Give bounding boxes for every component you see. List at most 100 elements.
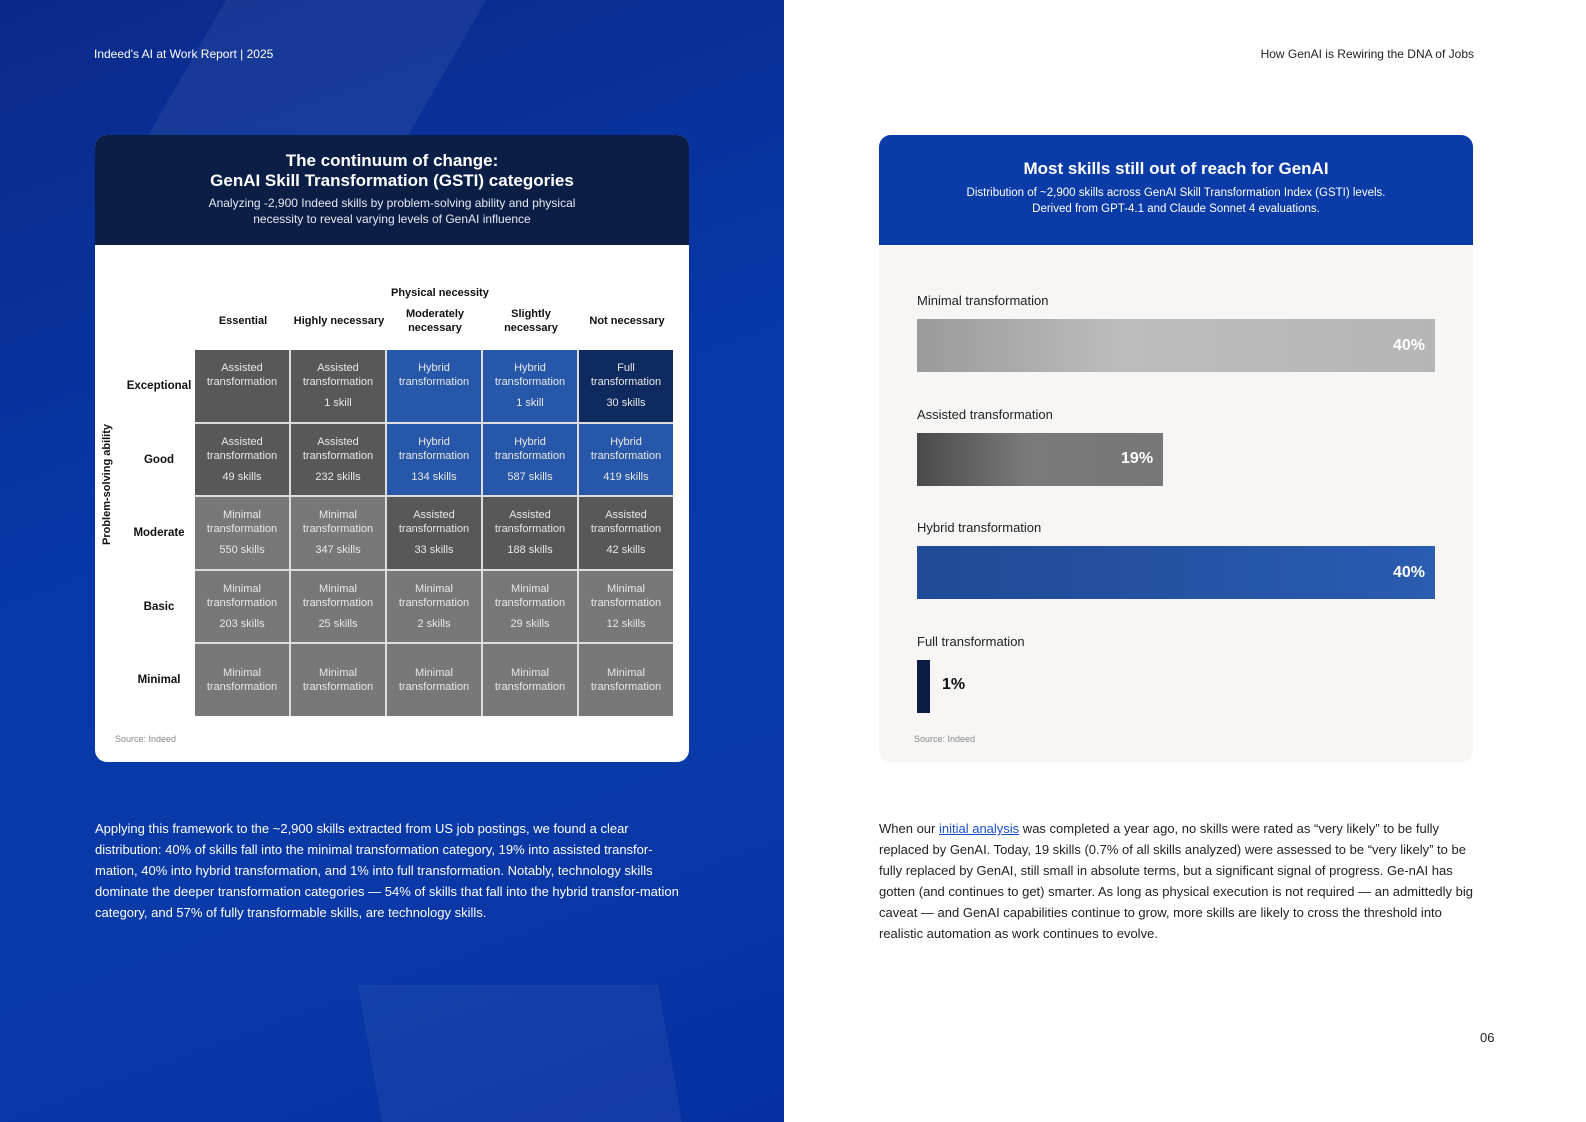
bar: 19% bbox=[917, 432, 1164, 486]
matrix-source: Source: Indeed bbox=[115, 734, 177, 744]
page-number: 06 bbox=[1480, 1030, 1495, 1045]
cell-category: Hybrid transformation bbox=[494, 362, 566, 388]
matrix-cell: Assisted transformation 188 skills bbox=[483, 497, 577, 569]
bar-category-label: Full transformation bbox=[917, 633, 1025, 649]
matrix-cell: Minimal transformation bbox=[483, 644, 577, 716]
cell-category: Minimal transformation bbox=[590, 582, 662, 609]
cell-category: Hybrid transformation bbox=[590, 435, 662, 462]
matrix-cell: Hybrid transformation 134 skills bbox=[387, 423, 481, 495]
cell-count: 25 skills bbox=[318, 617, 358, 630]
cell-count: 232 skills bbox=[315, 470, 361, 483]
paragraph-text: When our bbox=[879, 821, 939, 836]
matrix-cell: Minimal transformation bbox=[195, 644, 289, 716]
bar-value-label: 40% bbox=[1392, 563, 1425, 581]
cell-category: Minimal transformation bbox=[206, 509, 278, 535]
cell-category: Hybrid transformation bbox=[494, 435, 566, 462]
cell-category: Assisted transformation bbox=[206, 362, 278, 388]
cell-count: 203 skills bbox=[219, 617, 265, 630]
cell-count: 587 skills bbox=[507, 470, 553, 483]
distribution-chart-card: Most skills still out of reach for GenAI… bbox=[879, 135, 1473, 762]
column-header: Highly necessary bbox=[293, 315, 385, 327]
row-header: Exceptional bbox=[126, 380, 192, 392]
row-axis-label: Problem-solving ability bbox=[101, 423, 113, 545]
bar-value-label: 19% bbox=[1121, 450, 1154, 467]
left-page: Indeed's AI at Work Report | 2025 The co… bbox=[0, 0, 784, 1122]
cell-count: 419 skills bbox=[603, 470, 649, 483]
cell-count: 33 skills bbox=[414, 544, 454, 556]
cell-count: 1 skill bbox=[516, 397, 544, 409]
matrix-title-line2: GenAI Skill Transformation (GSTI) catego… bbox=[210, 171, 574, 190]
column-header: Not necessary bbox=[589, 315, 665, 327]
matrix-grid: Assisted transformation Assisted transfor… bbox=[195, 350, 673, 716]
matrix-cell: Hybrid transformation 1 skill bbox=[483, 350, 577, 422]
cell-category: Assisted transformation bbox=[302, 362, 374, 388]
chart-header: Most skills still out of reach for GenAI… bbox=[879, 135, 1473, 245]
bar: 40% bbox=[917, 546, 1435, 599]
cell-count: 347 skills bbox=[315, 544, 361, 556]
matrix-cell: Minimal transformation 12 skills bbox=[579, 570, 673, 642]
matrix-header: The continuum of change: GenAI Skill Tran… bbox=[95, 135, 689, 245]
matrix-cell: Minimal transformation 550 skills bbox=[195, 497, 289, 569]
cell-category: Minimal transformation bbox=[302, 667, 374, 693]
matrix-title-line1: The continuum of change: bbox=[285, 151, 499, 170]
cell-category: Assisted transformation bbox=[398, 509, 470, 535]
matrix-cell: Full transformation 30 skills bbox=[579, 350, 673, 422]
cell-count: 49 skills bbox=[222, 470, 262, 483]
cell-count: 29 skills bbox=[510, 617, 550, 630]
cell-category: Minimal transformation bbox=[494, 582, 566, 609]
cell-category: Assisted transformation bbox=[494, 509, 566, 535]
cell-category: Assisted transformation bbox=[302, 435, 374, 462]
bar: 40% bbox=[917, 319, 1435, 372]
matrix-cell: Minimal transformation bbox=[291, 644, 385, 716]
cell-count: 550 skills bbox=[219, 544, 265, 556]
chart-subtitle-2: Derived from GPT-4.1 and Claude Sonnet 4… bbox=[1032, 203, 1320, 215]
matrix-cell: Assisted transformation bbox=[195, 350, 289, 422]
cell-category: Minimal transformation bbox=[302, 582, 374, 609]
cell-count: 1 skill bbox=[324, 397, 352, 409]
column-header: Slightly necessary bbox=[504, 308, 558, 334]
row-header: Basic bbox=[143, 600, 175, 613]
row-header: Minimal bbox=[137, 674, 181, 686]
cell-count: 188 skills bbox=[507, 544, 553, 556]
bar-value-label: 40% bbox=[1392, 336, 1425, 354]
cell-category: Minimal transformation bbox=[302, 509, 374, 535]
bar bbox=[917, 659, 930, 713]
row-header: Moderate bbox=[133, 527, 185, 539]
matrix-cell: Hybrid transformation 587 skills bbox=[483, 423, 577, 495]
cell-category: Minimal transformation bbox=[494, 667, 566, 693]
cell-count: 134 skills bbox=[411, 470, 457, 483]
running-header-right: How GenAI is Rewiring the DNA of Jobs bbox=[1260, 47, 1474, 61]
cell-category: Hybrid transformation bbox=[398, 435, 470, 462]
matrix-cell: Hybrid transformation bbox=[387, 350, 481, 422]
column-header: Essential bbox=[218, 315, 268, 327]
cell-category: Assisted transformation bbox=[590, 509, 662, 535]
matrix-subtitle: Analyzing -2,900 Indeed skills by proble… bbox=[208, 196, 576, 226]
cell-category: Hybrid transformation bbox=[398, 362, 470, 388]
matrix-cell: Minimal transformation 2 skills bbox=[387, 570, 481, 642]
cell-count: 30 skills bbox=[606, 397, 646, 409]
cell-category: Assisted transformation bbox=[206, 435, 278, 462]
initial-analysis-link[interactable]: initial analysis bbox=[938, 821, 1020, 836]
bar-value-label: 1% bbox=[942, 675, 966, 693]
matrix-cell: Minimal transformation 347 skills bbox=[291, 497, 385, 569]
cell-count: 2 skills bbox=[417, 617, 451, 630]
chart-title: Most skills still out of reach for GenAI bbox=[1023, 159, 1329, 178]
paragraph-text: was completed a year ago, no skills were… bbox=[879, 821, 1474, 941]
column-group-label: Physical necessity bbox=[391, 287, 489, 299]
cell-count: 42 skills bbox=[606, 544, 646, 556]
matrix-cell: Hybrid transformation 419 skills bbox=[579, 423, 673, 495]
bar-category-label: Minimal transformation bbox=[917, 293, 1049, 308]
matrix-cell: Assisted transformation 33 skills bbox=[387, 497, 481, 569]
left-paragraph: Applying this framework to the ~2,900 sk… bbox=[95, 821, 679, 920]
matrix-cell: Minimal transformation bbox=[579, 644, 673, 716]
chart-source: Source: Indeed bbox=[914, 734, 976, 744]
cell-count: 12 skills bbox=[606, 617, 646, 630]
cell-category: Minimal transformation bbox=[398, 582, 470, 609]
running-header-left: Indeed's AI at Work Report | 2025 bbox=[94, 47, 274, 61]
cell-category: Full transformation bbox=[590, 362, 662, 388]
cell-category: Minimal transformation bbox=[590, 667, 662, 693]
matrix-cell: Assisted transformation 232 skills bbox=[291, 423, 385, 495]
matrix-cell: Minimal transformation 25 skills bbox=[291, 570, 385, 642]
matrix-cell: Minimal transformation bbox=[387, 644, 481, 716]
row-header: Good bbox=[143, 453, 175, 466]
